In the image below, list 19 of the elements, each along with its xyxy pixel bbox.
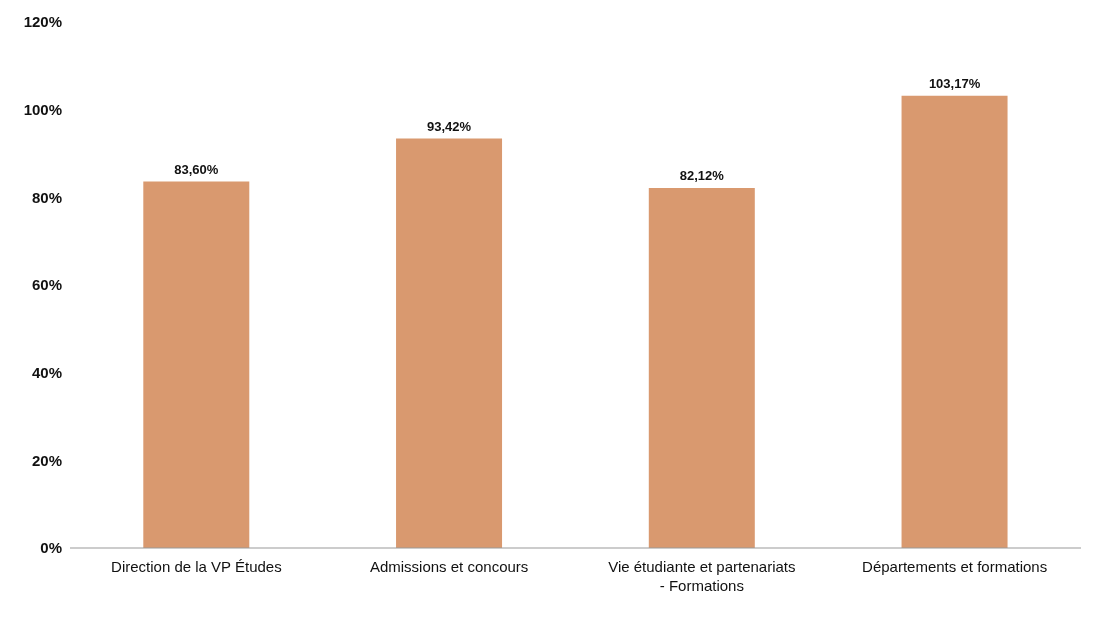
bar bbox=[901, 95, 1008, 548]
bar bbox=[396, 138, 503, 548]
x-tick-label: Départements et formations bbox=[862, 558, 1048, 575]
y-tick-label: 80% bbox=[31, 188, 62, 206]
y-tick-label: 60% bbox=[31, 276, 62, 294]
bar bbox=[143, 181, 250, 548]
data-label: 82,12% bbox=[679, 168, 725, 184]
y-tick-label: 120% bbox=[23, 13, 62, 31]
y-tick-label: 100% bbox=[23, 100, 62, 118]
x-tick-label: Vie étudiante et partenariats - Formations bbox=[608, 558, 796, 594]
y-tick-label: 20% bbox=[31, 451, 62, 469]
x-tick-label: Direction de la VP Études bbox=[111, 558, 282, 575]
data-label: 83,60% bbox=[174, 161, 219, 177]
y-tick-label: 40% bbox=[31, 363, 62, 381]
bar bbox=[648, 188, 755, 548]
data-label: 103,17% bbox=[928, 75, 981, 91]
y-tick-label: 0% bbox=[40, 539, 62, 557]
x-tick-label: Admissions et concours bbox=[369, 558, 529, 575]
data-label: 93,42% bbox=[427, 118, 472, 134]
